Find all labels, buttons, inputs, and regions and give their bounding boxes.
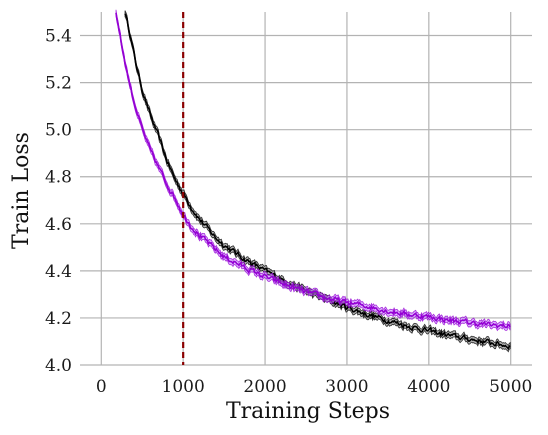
x-tick-label: 5000 (489, 377, 532, 397)
y-tick-label: 5.0 (45, 121, 72, 141)
x-tick-label: 2000 (243, 377, 286, 397)
series-1-band (115, 9, 511, 332)
x-tick-label: 1000 (162, 377, 205, 397)
x-tick-label: 4000 (407, 377, 450, 397)
y-tick-label: 4.0 (45, 356, 72, 376)
y-tick-label: 5.2 (45, 74, 72, 94)
x-tick-label: 0 (96, 377, 107, 397)
x-axis-title: Training Steps (226, 399, 390, 424)
x-tick-label: 3000 (325, 377, 368, 397)
y-tick-label: 4.4 (45, 262, 72, 282)
y-tick-label: 4.8 (45, 168, 72, 188)
y-tick-label: 4.2 (45, 309, 72, 329)
ticks-layer: 0 1000 2000 3000 4000 5000 4.0 4.2 4.4 4.6 4.8 5.0 5… (45, 27, 532, 397)
y-axis-title: Train Loss (9, 132, 34, 249)
y-tick-label: 4.6 (45, 215, 72, 235)
grid-layer (80, 12, 532, 366)
y-tick-label: 5.4 (45, 27, 72, 47)
series-1-line (115, 12, 511, 329)
series-layer (115, 9, 511, 353)
